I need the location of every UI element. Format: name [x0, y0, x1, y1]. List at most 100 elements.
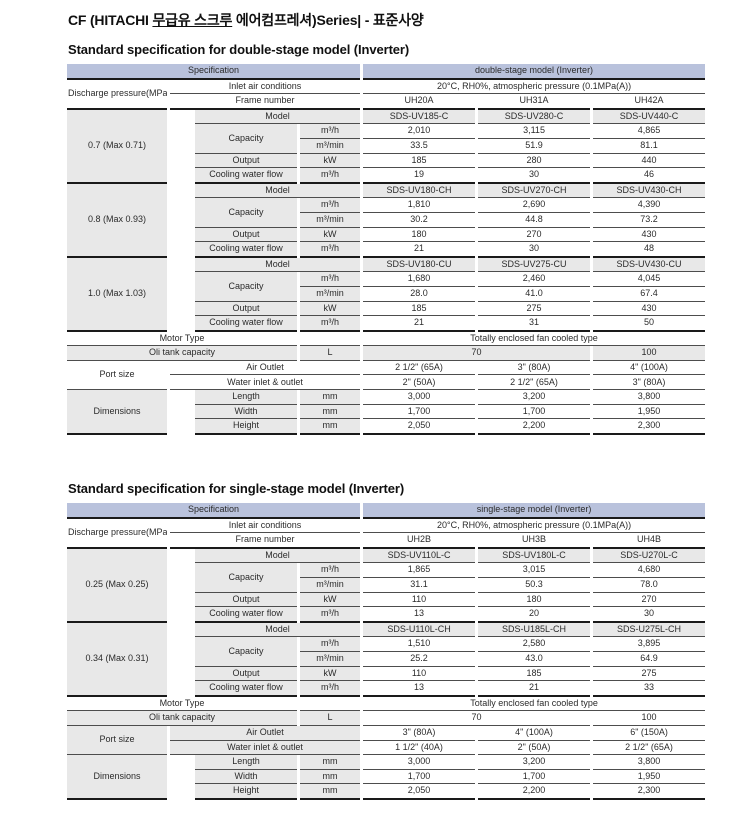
output-value: 110 [363, 667, 476, 682]
cooling-water-value: 46 [593, 168, 706, 184]
cooling-water-value: 21 [363, 316, 476, 332]
capacity-m3h-value: 2,580 [478, 637, 591, 652]
model-group-header: single-stage model (Inverter) [363, 503, 706, 519]
unit-mm: mm [300, 755, 361, 770]
capacity-m3min-row: m³/min 31.1 50.3 78.0 [67, 577, 706, 593]
dimension-length-label: Length [195, 390, 297, 405]
model-label: Model [195, 548, 361, 564]
gutter-cell [170, 667, 192, 682]
output-value: 180 [478, 593, 591, 608]
output-value: 275 [593, 667, 706, 682]
motor-type-value: Totally enclosed fan cooled type [363, 697, 706, 712]
spec-header: Specification [67, 503, 361, 519]
port-size-label: Port size [67, 361, 167, 391]
capacity-m3min-value: 28.0 [363, 287, 476, 302]
capacity-m3min-row: m³/min 30.2 44.8 73.2 [67, 212, 706, 228]
model-value: SDS-UV280-C [478, 109, 591, 125]
gutter-cell [170, 184, 192, 199]
cooling-water-row: Cooling water flow m³/h 21 31 50 [67, 316, 706, 332]
gutter-cell [170, 154, 192, 169]
double-stage-spec-table: Specification double-stage model (Inverte… [64, 64, 708, 435]
output-value: 110 [363, 593, 476, 608]
capacity-m3h-value: 3,015 [478, 563, 591, 578]
unit-kw: kW [300, 301, 361, 317]
gutter-cell [170, 228, 192, 243]
water-inlet-outlet-value: 3" (80A) [593, 375, 706, 391]
model-row: 0.25 (Max 0.25) Model SDS-UV110L-C SDS-UV18… [67, 548, 706, 623]
model-group-header: double-stage model (Inverter) [363, 64, 706, 80]
capacity-m3h-value: 4,680 [593, 563, 706, 578]
capacity-m3h-value: 3,895 [593, 637, 706, 652]
inlet-air-value: 20°C, RH0%, atmospheric pressure (0.1MPa… [363, 80, 706, 95]
cooling-water-row: Cooling water flow m³/h 13 21 33 [67, 681, 706, 697]
output-value: 430 [593, 228, 706, 243]
capacity-label: Capacity [195, 272, 297, 302]
double-stage-section: Standard specification for double-stage … [67, 42, 711, 435]
unit-m3h: m³/h [300, 316, 361, 332]
page-title-underlined: 무급유 스크루 [152, 12, 233, 28]
unit-mm: mm [300, 784, 361, 800]
air-outlet-label: Air Outlet [170, 361, 361, 376]
unit-m3h: m³/h [300, 563, 361, 578]
air-outlet-value: 3" (80A) [478, 361, 591, 376]
inlet-air-value: 20°C, RH0%, atmospheric pressure (0.1MPa… [363, 519, 706, 534]
pressure-group-label: 0.7 (Max 0.71) [67, 109, 167, 184]
inlet-air-label: Inlet air conditions [170, 80, 361, 95]
unit-m3h: m³/h [300, 637, 361, 652]
output-value: 185 [363, 154, 476, 169]
gutter-cell [170, 213, 192, 228]
gutter-cell [170, 302, 192, 317]
frame-number-row: Frame number UH20A UH31A UH42A [67, 94, 706, 110]
double-stage-table-mount: Specification double-stage model (Inverte… [67, 64, 711, 435]
water-inlet-outlet-value: 2" (50A) [363, 375, 476, 391]
capacity-m3h-value: 2,010 [363, 124, 476, 139]
single-stage-section-title: Standard specification for single-stage … [68, 481, 405, 496]
model-value: SDS-UV270-CH [478, 183, 591, 199]
frame-number-value: UH2B [363, 533, 476, 549]
cooling-water-value: 21 [363, 242, 476, 258]
gutter-cell [170, 419, 192, 435]
dimension-height-label: Height [195, 784, 297, 800]
dimension-width-value: 1,700 [478, 770, 591, 785]
gutter-cell [170, 390, 192, 405]
capacity-m3h-value: 4,865 [593, 124, 706, 139]
model-value: SDS-U270L-C [593, 548, 706, 564]
unit-m3h: m³/h [300, 124, 361, 139]
capacity-m3min-value: 51.9 [478, 139, 591, 154]
dimension-width-row: Width mm 1,700 1,700 1,950 [67, 769, 706, 785]
oil-tank-value: 70 [363, 711, 591, 726]
unit-m3min: m³/min [300, 577, 361, 593]
unit-m3h: m³/h [300, 607, 361, 623]
discharge-pressure-label: Discharge pressure(MPaG) [67, 519, 167, 549]
model-row: 1.0 (Max 1.03) Model SDS-UV180-CU SDS-UV275… [67, 257, 706, 332]
pressure-group-label: 0.34 (Max 0.31) [67, 622, 167, 697]
unit-kw: kW [300, 666, 361, 682]
unit-kw: kW [300, 153, 361, 169]
frame-number-value: UH4B [593, 533, 706, 549]
dimension-length-row: Dimensions Length mm 3,000 3,200 3,800 [67, 755, 706, 800]
output-value: 270 [593, 593, 706, 608]
model-value: SDS-UV180-CH [363, 183, 476, 199]
gutter-cell [170, 198, 192, 213]
capacity-m3h-value: 4,045 [593, 272, 706, 287]
gutter-cell [170, 637, 192, 652]
dimension-width-value: 1,700 [478, 405, 591, 420]
cooling-water-label: Cooling water flow [195, 168, 297, 184]
inlet-air-row: Discharge pressure(MPaG) Inlet air condit… [67, 519, 706, 549]
unit-m3min: m³/min [300, 651, 361, 667]
gutter-cell [170, 316, 192, 332]
capacity-m3h-value: 1,810 [363, 198, 476, 213]
water-inlet-outlet-value: 2" (50A) [478, 741, 591, 756]
inlet-air-label: Inlet air conditions [170, 519, 361, 534]
capacity-m3h-value: 3,115 [478, 124, 591, 139]
capacity-m3min-row: m³/min 28.0 41.0 67.4 [67, 286, 706, 302]
gutter-cell [170, 168, 192, 184]
model-row: 0.7 (Max 0.71) Model SDS-UV185-C SDS-UV280-… [67, 109, 706, 184]
capacity-m3min-value: 73.2 [593, 213, 706, 228]
capacity-m3h-value: 4,390 [593, 198, 706, 213]
capacity-m3h-value: 1,680 [363, 272, 476, 287]
capacity-m3h-row: Capacity m³/h 1,865 3,015 4,680 [67, 563, 706, 593]
cooling-water-value: 48 [593, 242, 706, 258]
pressure-group-label: 1.0 (Max 1.03) [67, 257, 167, 332]
capacity-m3min-value: 43.0 [478, 652, 591, 667]
